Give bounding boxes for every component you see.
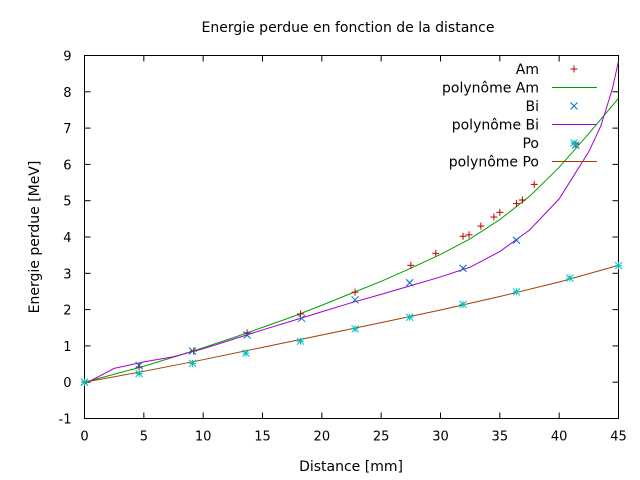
point-po xyxy=(351,324,359,333)
legend-label-am: Am xyxy=(516,62,539,78)
point-am xyxy=(459,232,467,240)
y-tick-label: 2 xyxy=(63,304,71,319)
legend: Am polynôme Am Bi polynôme Bi Po polynôme Po xyxy=(442,62,597,171)
point-bi xyxy=(135,361,143,370)
legend-label-po: Po xyxy=(522,136,539,152)
y-tick-label: 4 xyxy=(63,231,71,246)
y-tick-label: 7 xyxy=(63,122,71,137)
x-tick-label: 45 xyxy=(610,430,627,445)
y-tick-label: 3 xyxy=(63,267,71,282)
y-tick-label: 0 xyxy=(63,376,71,391)
point-bi xyxy=(405,278,414,287)
y-tick-label: 9 xyxy=(63,50,71,65)
legend-swatch-am xyxy=(570,65,578,73)
point-am xyxy=(496,208,504,216)
point-po xyxy=(135,369,143,378)
point-po xyxy=(242,349,250,358)
point-po xyxy=(188,359,197,368)
point-am xyxy=(351,288,359,296)
x-tick-label: 5 xyxy=(140,430,148,445)
point-bi xyxy=(351,295,359,304)
point-am xyxy=(477,222,485,230)
legend-swatch-po xyxy=(570,139,578,147)
x-tick-label: 25 xyxy=(373,430,390,445)
chart-title: Energie perdue en fonction de la distanc… xyxy=(202,20,495,36)
x-tick-label: 40 xyxy=(551,430,568,445)
point-bi xyxy=(297,314,306,323)
x-tick-label: 0 xyxy=(80,430,88,445)
x-tick-label: 35 xyxy=(492,430,509,445)
y-tick-label: 8 xyxy=(63,86,71,101)
legend-label-polyn-me-bi: polynôme Bi xyxy=(452,118,539,134)
point-am xyxy=(407,261,415,269)
point-po xyxy=(565,274,574,282)
x-tick-label: 20 xyxy=(314,430,331,445)
y-axis-title: Energie perdue [MeV] xyxy=(27,161,43,314)
point-po xyxy=(459,300,467,309)
y-tick-label: 6 xyxy=(63,158,71,173)
y-tick-label: 5 xyxy=(63,195,71,210)
legend-label-polyn-me-am: polynôme Am xyxy=(442,81,539,97)
point-am xyxy=(296,310,304,318)
point-am xyxy=(512,200,520,208)
point-am xyxy=(490,213,498,221)
curve-polyn-me-po xyxy=(84,264,619,383)
point-bi xyxy=(459,264,467,273)
point-po xyxy=(512,287,521,296)
y-tick-label: 1 xyxy=(63,340,71,355)
legend-swatch-bi xyxy=(570,102,578,110)
point-am xyxy=(135,363,143,371)
point-am xyxy=(190,347,198,355)
point-bi xyxy=(188,347,197,355)
point-po xyxy=(405,313,414,322)
data-markers xyxy=(80,140,623,387)
point-am xyxy=(518,196,526,204)
point-po xyxy=(80,378,89,387)
legend-label-bi: Bi xyxy=(526,99,540,115)
x-tick-label: 15 xyxy=(254,430,271,445)
point-am xyxy=(432,249,440,257)
legend-label-polyn-me-po: polynôme Po xyxy=(449,155,539,171)
point-bi xyxy=(512,236,521,245)
point-po xyxy=(296,337,305,346)
point-po xyxy=(614,261,623,270)
fit-curves xyxy=(84,60,619,385)
point-am xyxy=(530,180,538,188)
x-tick-label: 30 xyxy=(432,430,449,445)
point-am xyxy=(465,231,473,239)
x-axis-title: Distance [mm] xyxy=(299,459,403,475)
y-tick-label: -1 xyxy=(59,413,72,428)
curve-polyn-me-bi xyxy=(84,60,619,385)
point-bi xyxy=(243,331,251,339)
x-tick-label: 10 xyxy=(195,430,212,445)
